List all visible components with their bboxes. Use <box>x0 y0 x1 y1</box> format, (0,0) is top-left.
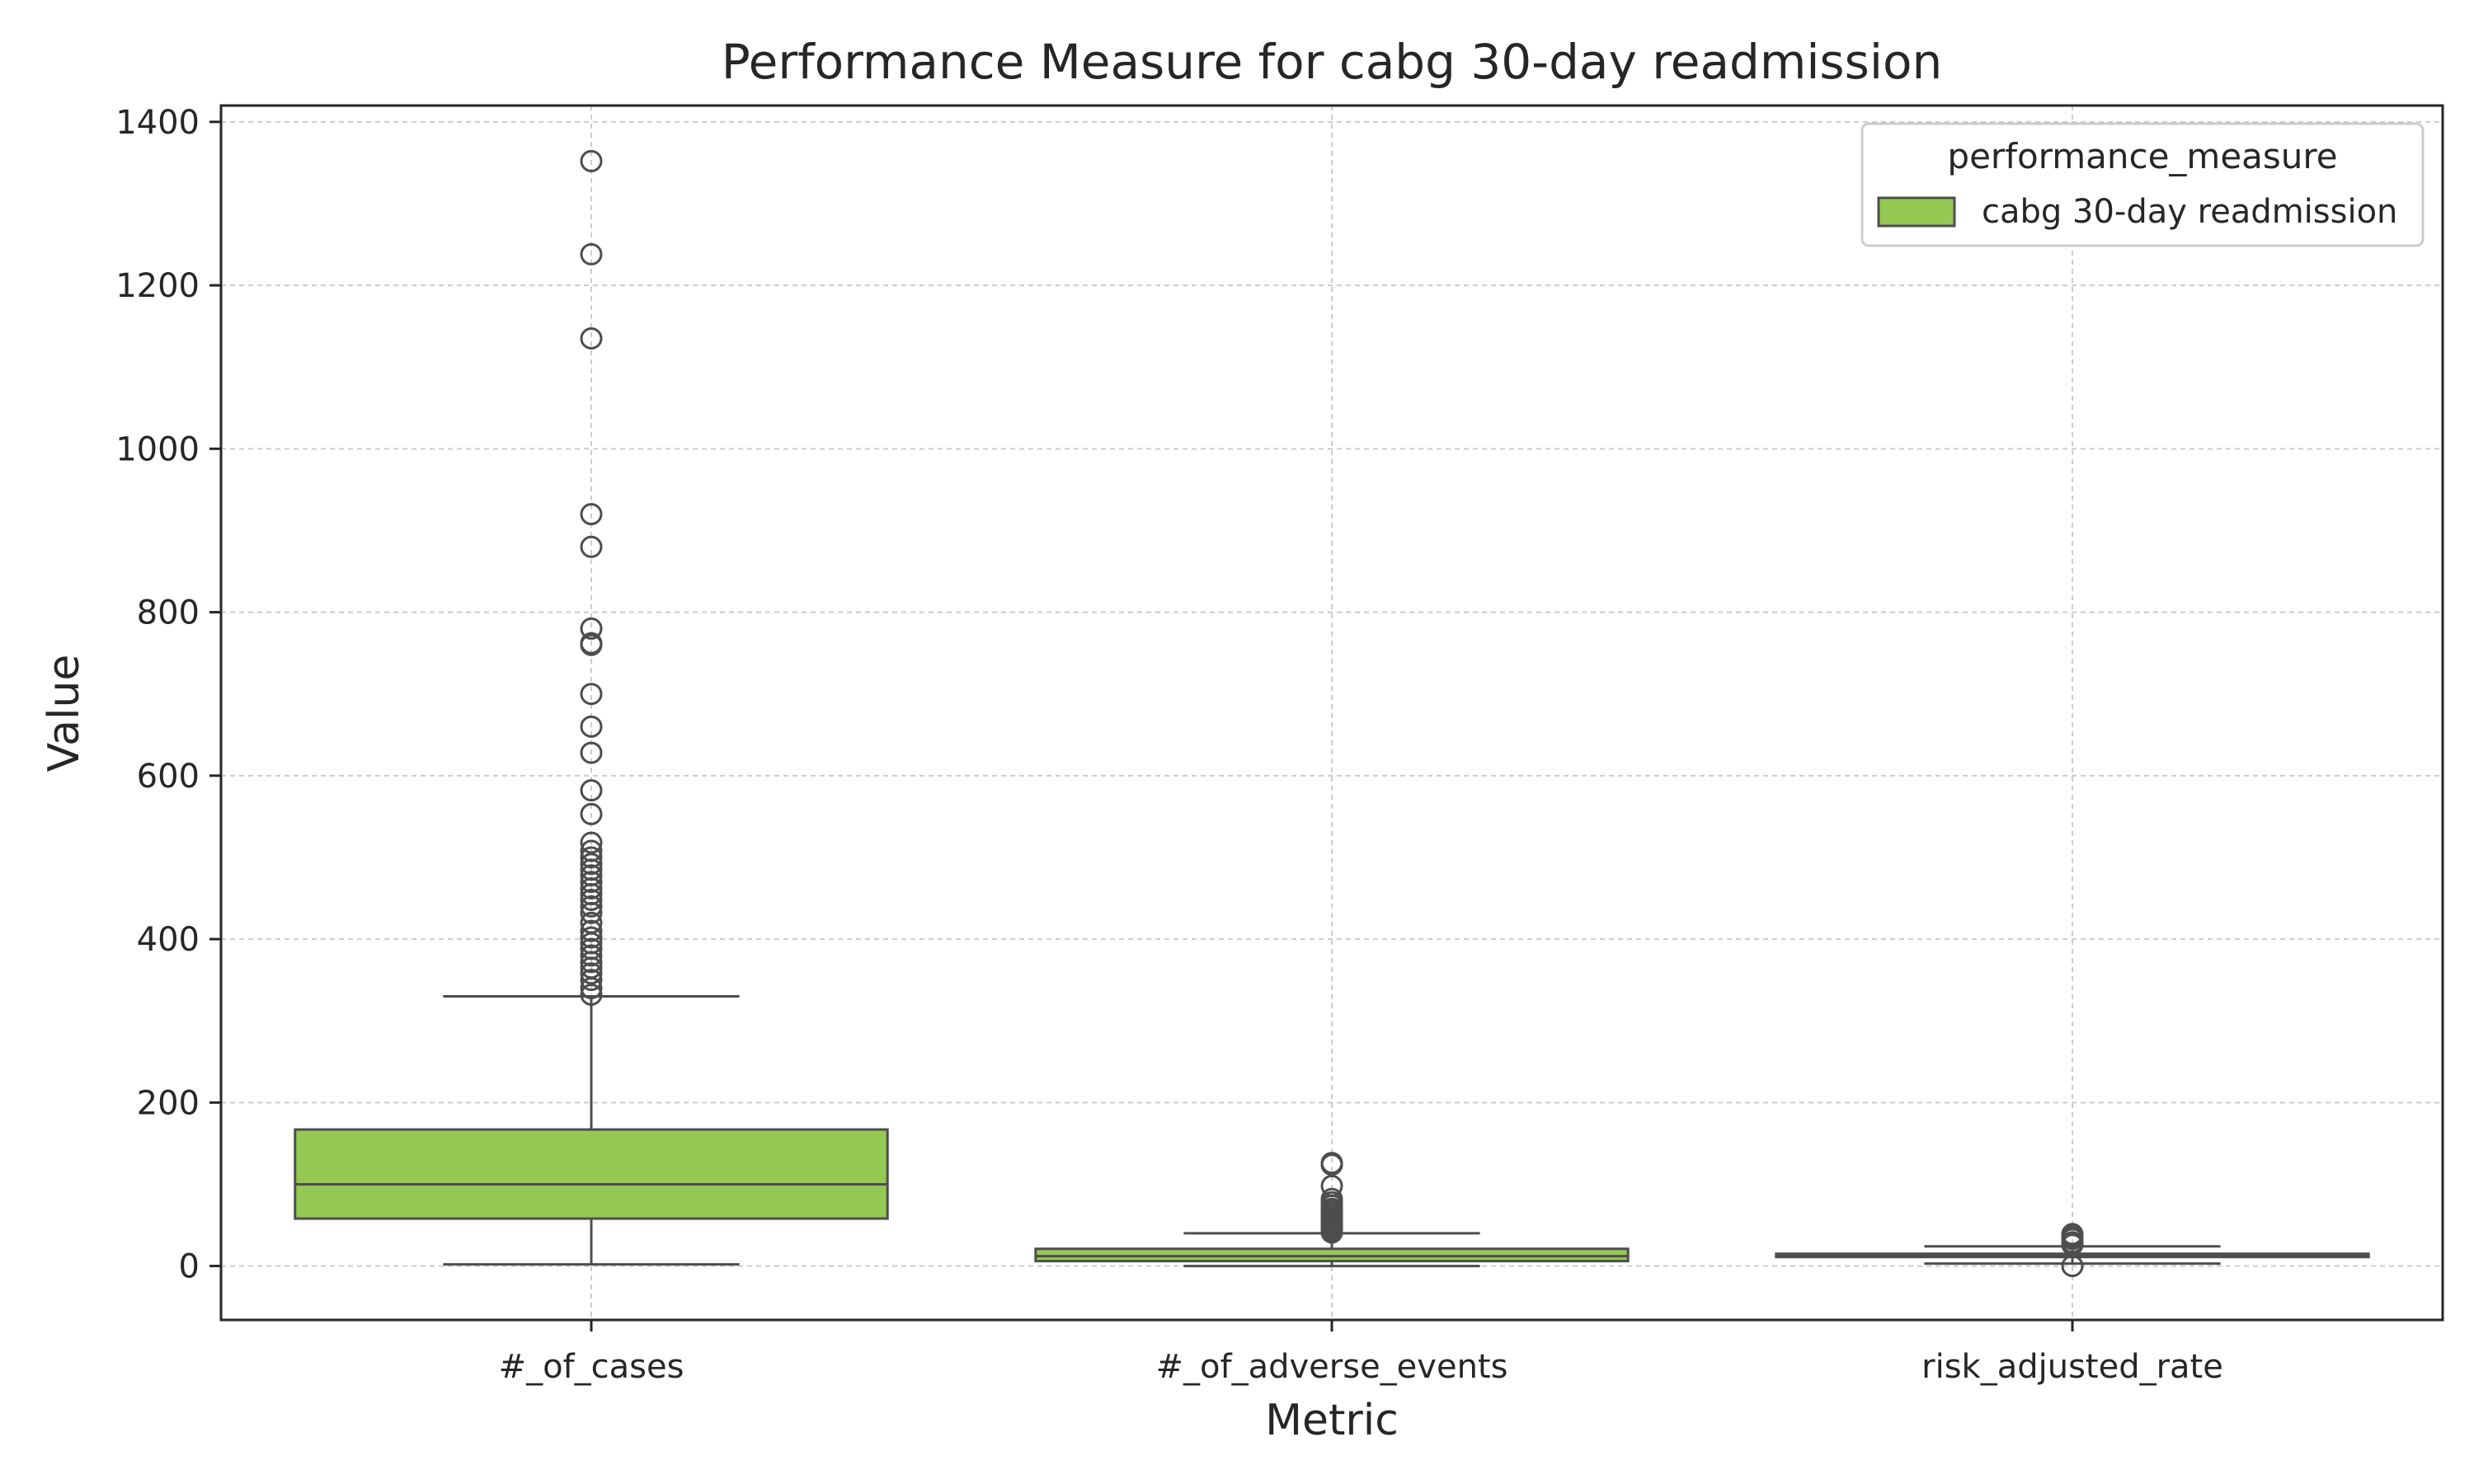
legend-frame <box>1860 122 2425 247</box>
outlier-point <box>580 242 603 265</box>
outlier-point <box>580 937 603 960</box>
outlier-point <box>580 617 603 640</box>
legend-entry-label: cabg 30-day readmission <box>1982 193 2397 231</box>
outlier-point <box>580 852 603 876</box>
box-body <box>294 1128 889 1220</box>
y-tick-label: 800 <box>137 594 200 632</box>
y-axis-label: Value <box>40 655 89 773</box>
y-tick-label: 400 <box>137 921 200 959</box>
y-tick-label: 200 <box>137 1084 200 1122</box>
outlier-point <box>1320 1152 1343 1175</box>
legend-title: performance_measure <box>1947 136 2337 176</box>
outlier-point <box>580 839 603 862</box>
outlier-point <box>580 632 603 655</box>
outlier-point <box>580 831 603 854</box>
outlier-point <box>580 683 603 706</box>
axis-layer: 0 200 400 600 800 1000 1200 1400 #_of_cases #_of_… <box>115 104 2223 1386</box>
outlier-point <box>1320 1174 1343 1197</box>
box-risk-adjusted-rate <box>1775 1223 2370 1278</box>
outlier-point <box>580 888 603 911</box>
outlier-point <box>580 962 603 985</box>
outlier-point <box>580 802 603 825</box>
box-of-adverse-events <box>1034 1152 1630 1268</box>
y-tick-label: 0 <box>179 1248 200 1286</box>
legend: performance_measure cabg 30-day readmiss… <box>1860 122 2425 247</box>
outlier-point <box>580 846 603 869</box>
y-tick-label: 1400 <box>115 104 200 142</box>
outlier-point <box>580 864 603 887</box>
outlier-point <box>580 503 603 526</box>
outlier-point <box>1320 1187 1343 1210</box>
legend-swatch <box>1877 196 1956 228</box>
outlier-point <box>580 535 603 558</box>
outlier-point <box>580 779 603 802</box>
outlier-point <box>2061 1223 2084 1246</box>
outlier-point <box>580 983 603 1006</box>
outlier-point <box>580 919 603 942</box>
y-tick-label: 600 <box>137 758 200 796</box>
outlier-point <box>580 911 603 934</box>
outlier-point <box>580 969 603 992</box>
outlier-point <box>580 327 603 350</box>
box-layer <box>294 149 2370 1278</box>
box-of-cases <box>294 149 889 1266</box>
chart-title: Performance Measure for cabg 30-day read… <box>722 34 1942 90</box>
outlier-point <box>580 741 603 764</box>
x-tick-label: #_of_adverse_events <box>1156 1348 1508 1386</box>
outlier-point <box>580 926 603 949</box>
y-tick-label: 1000 <box>115 430 200 468</box>
outlier-point <box>580 715 603 738</box>
x-tick-label: risk_adjusted_rate <box>1921 1348 2223 1386</box>
outlier-point <box>580 871 603 894</box>
y-tick-label: 1200 <box>115 267 200 305</box>
x-axis-label: Metric <box>1265 1396 1399 1445</box>
outlier-point <box>580 895 603 918</box>
outlier-point <box>580 944 603 967</box>
x-tick-label: #_of_cases <box>499 1348 684 1386</box>
outlier-point <box>2061 1255 2084 1278</box>
outlier-point <box>580 149 603 172</box>
